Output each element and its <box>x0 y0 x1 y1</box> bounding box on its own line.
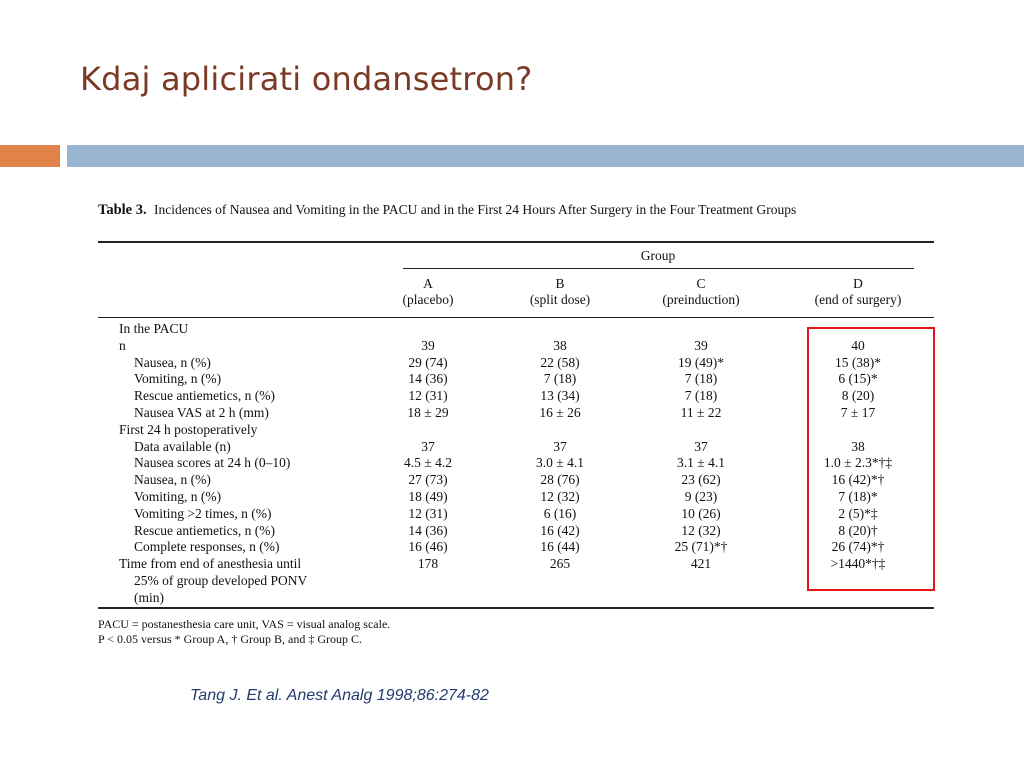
row-label: Nausea, n (%) <box>134 472 211 488</box>
table-cell: 16 (42) <box>540 522 580 538</box>
row-label: Complete responses, n (%) <box>134 539 280 555</box>
row-label: Vomiting, n (%) <box>134 489 222 504</box>
highlight-box <box>807 327 935 591</box>
footnote-significance: P < 0.05 versus * Group A, † Group B, an… <box>98 632 362 646</box>
column-name: (end of surgery) <box>814 292 902 307</box>
row-label: Vomiting >2 times, n (%) <box>134 505 272 521</box>
table-cell: 7 (18)* <box>838 489 878 504</box>
table-cell: 22 (58) <box>540 354 580 370</box>
table-cell: 28 (76) <box>540 472 580 488</box>
table-cell: 27 (73) <box>408 472 448 488</box>
table-cell: 16 (42)*† <box>831 472 885 488</box>
table-cell: 6 (16) <box>543 505 577 521</box>
table-cell: 16 ± 26 <box>539 405 581 420</box>
column-letter: A <box>423 276 433 291</box>
table-cell: 18 (49) <box>408 489 448 504</box>
table-image: Table 3. Incidences of Nausea and Vomiti… <box>98 200 936 650</box>
row-label: Nausea VAS at 2 h (mm) <box>134 405 269 420</box>
row-label: Time from end of anesthesia until <box>119 556 302 572</box>
table-cell: 37 <box>553 438 567 454</box>
column-letter: C <box>696 276 706 291</box>
table-caption: Table 3. Incidences of Nausea and Vomiti… <box>98 202 934 218</box>
table-cell: 9 (23) <box>684 489 718 504</box>
table-cell: 6 (15)* <box>838 371 878 387</box>
row-label: 25% of group developed PONV <box>134 573 308 588</box>
table-cell: 16 (44) <box>540 539 580 555</box>
table-cell: 25 (71)*† <box>674 539 728 555</box>
table-cell: 13 (34) <box>540 388 580 404</box>
row-label: Rescue antiemetics, n (%) <box>134 522 275 538</box>
citation: Tang J. Et al. Anest Analg 1998;86:274-8… <box>190 687 489 704</box>
table-cell: 12 (31) <box>408 505 448 521</box>
table-cell: 421 <box>690 556 712 572</box>
column-letter: B <box>555 276 565 291</box>
table-cell: 11 ± 22 <box>680 405 722 420</box>
column-letter: D <box>853 276 863 291</box>
row-label: First 24 h postoperatively <box>119 421 258 437</box>
column-name: (split dose) <box>529 292 591 307</box>
table-caption-text: Incidences of Nausea and Vomiting in the… <box>154 202 797 217</box>
table-cell: 38 <box>851 438 865 454</box>
group-header: Group <box>640 248 676 263</box>
table-cell: 14 (36) <box>408 371 448 387</box>
table-cell: 265 <box>549 556 571 572</box>
table-cell: 26 (74)*† <box>831 539 885 555</box>
row-label: (min) <box>134 589 164 605</box>
table-cell: 40 <box>851 337 865 353</box>
slide-title: Kdaj aplicirati ondansetron? <box>80 60 533 98</box>
table-cell: 7 ± 17 <box>840 405 876 420</box>
accent-bar-blue <box>67 145 1024 167</box>
table-cell: 2 (5)*‡ <box>838 505 878 521</box>
group-rule <box>403 268 914 269</box>
header-rule <box>98 317 934 318</box>
bottom-rule <box>98 607 934 609</box>
footnote-abbreviations: PACU = postanesthesia care unit, VAS = v… <box>98 617 391 631</box>
table-label: Table 3. <box>98 202 147 218</box>
table-cell: 178 <box>417 556 439 572</box>
table-cell: 10 (26) <box>681 505 721 521</box>
row-label: Vomiting, n (%) <box>134 371 222 387</box>
table-cell: 7 (18) <box>543 371 577 387</box>
row-label: Rescue antiemetics, n (%) <box>134 388 275 404</box>
table-cell: 12 (32) <box>681 522 721 538</box>
table-cell: 4.5 ± 4.2 <box>404 455 452 471</box>
column-name: (preinduction) <box>662 292 740 307</box>
table-cell: 38 <box>553 337 567 353</box>
table-cell: >1440*†‡ <box>830 556 886 572</box>
table-cell: 29 (74) <box>408 354 448 370</box>
row-label: n <box>119 337 126 353</box>
table-cell: 12 (31) <box>408 388 448 404</box>
column-name: (placebo) <box>402 292 454 307</box>
table-cell: 3.0 ± 4.1 <box>536 455 584 471</box>
table-cell: 15 (38)* <box>834 354 882 370</box>
table-cell: 39 <box>421 337 435 353</box>
row-label: Data available (n) <box>134 438 231 454</box>
accent-bar-orange <box>0 145 60 167</box>
table-cell: 14 (36) <box>408 522 448 538</box>
table-cell: 3.1 ± 4.1 <box>677 455 725 471</box>
table-cell: 8 (20)† <box>838 522 878 538</box>
table-cell: 16 (46) <box>408 539 448 555</box>
table-cell: 39 <box>694 337 708 353</box>
row-label: In the PACU <box>119 321 189 336</box>
table-cell: 1.0 ± 2.3*†‡ <box>823 455 893 471</box>
table-cell: 8 (20) <box>841 388 875 404</box>
table-cell: 7 (18) <box>684 371 718 387</box>
table-cell: 12 (32) <box>540 489 580 504</box>
table-cell: 19 (49)* <box>677 354 725 370</box>
top-rule <box>98 241 934 243</box>
row-label: Nausea scores at 24 h (0–10) <box>134 455 291 471</box>
row-label: Nausea, n (%) <box>134 354 211 370</box>
table-cell: 37 <box>421 438 435 454</box>
table-cell: 37 <box>694 438 708 454</box>
table-cell: 23 (62) <box>681 472 721 488</box>
table-cell: 18 ± 29 <box>407 405 449 420</box>
table-cell: 7 (18) <box>684 388 718 404</box>
